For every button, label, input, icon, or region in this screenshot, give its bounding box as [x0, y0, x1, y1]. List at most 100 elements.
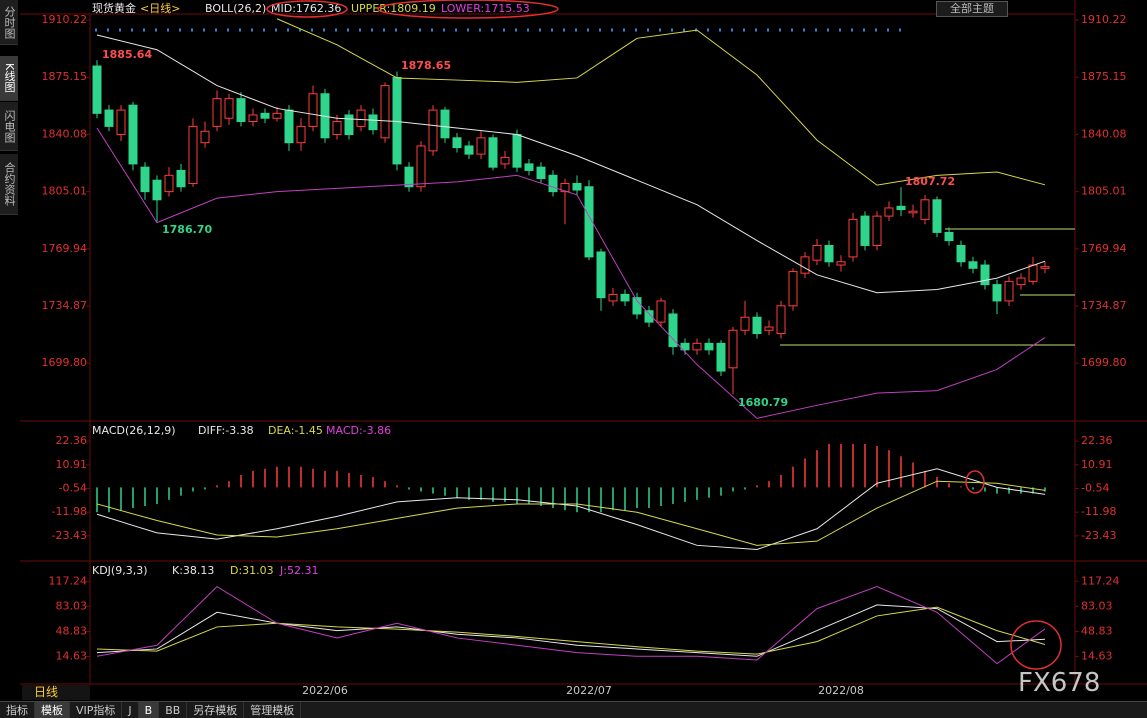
candle-body	[596, 251, 606, 299]
indicator-line	[96, 468, 1046, 550]
y-tick-label: -23.43	[1081, 529, 1116, 542]
legend-item: BOLL(26,2)	[205, 2, 266, 15]
candle-body	[128, 104, 138, 165]
y-tick-label: -0.54	[1081, 482, 1109, 495]
candle-body	[452, 137, 462, 149]
candle-body	[464, 145, 474, 155]
theme-button[interactable]: 全部主题	[936, 1, 1008, 17]
candle-body	[968, 261, 978, 269]
candle-body	[488, 137, 498, 168]
candle-body	[188, 125, 198, 184]
indicator-line	[96, 127, 1046, 419]
candle-body	[776, 305, 786, 335]
y-tick-label: 1699.80	[42, 356, 88, 369]
candle-body	[992, 284, 1002, 302]
footer-tab[interactable]: 管理模板	[244, 702, 302, 718]
instrument: 现货黄金	[92, 1, 136, 15]
candle-body	[752, 316, 762, 335]
candle-body	[224, 98, 234, 119]
y-tick-label: 1840.08	[42, 127, 88, 140]
candle-body	[656, 300, 666, 323]
candle-body	[536, 166, 546, 180]
candle-body	[620, 293, 630, 302]
candle-body	[152, 179, 162, 201]
candle-body	[308, 93, 318, 127]
footer-tab[interactable]: BB	[159, 702, 188, 718]
candle-body	[248, 114, 258, 122]
y-tick-label: 22.36	[1081, 434, 1113, 447]
legend-item: UPPER:1809.19	[351, 2, 436, 15]
price-annotation: 1786.70	[162, 223, 212, 236]
legend-item: DEA:-1.45	[268, 424, 323, 437]
y-tick-label: 1769.94	[1081, 242, 1127, 255]
period-label: 日线	[22, 685, 90, 700]
candle-body	[1016, 277, 1026, 286]
y-tick-label: 48.83	[56, 624, 88, 637]
sidebar-tab[interactable]: 分时图	[0, 0, 18, 45]
legend-item: MACD:-3.86	[326, 424, 391, 437]
footer-tab[interactable]: 模板	[35, 702, 70, 718]
candle-body	[92, 65, 102, 114]
y-tick-label: 1840.08	[1081, 127, 1127, 140]
candle-body	[896, 205, 906, 211]
legend-item: J:52.31	[279, 564, 318, 577]
candle-body	[728, 329, 738, 369]
candle-body	[356, 109, 366, 127]
candle-body	[1004, 280, 1014, 302]
candle-body	[956, 244, 966, 263]
candle-body	[380, 85, 390, 139]
candle-body	[824, 244, 834, 263]
candle-body	[416, 145, 426, 188]
y-tick-label: 14.63	[56, 650, 88, 663]
indicator-line	[96, 480, 1046, 546]
period: <日线>	[140, 1, 180, 15]
y-tick-label: 1699.80	[1081, 356, 1127, 369]
footer-tab[interactable]: 指标	[0, 702, 35, 718]
indicator-line	[96, 585, 1046, 665]
candle-body	[980, 264, 990, 286]
candle-body	[584, 186, 594, 258]
candle-body	[848, 218, 858, 258]
indicator-line	[96, 34, 1046, 294]
sidebar-tab[interactable]: K线图	[0, 56, 18, 101]
candle-body	[740, 316, 750, 331]
candle-body	[524, 163, 534, 171]
legend-item: LOWER:1715.53	[441, 2, 530, 15]
candle-body	[704, 342, 714, 351]
candle-body	[476, 137, 486, 155]
panel-plot	[92, 18, 1050, 419]
footer-tab[interactable]: VIP指标	[70, 702, 123, 718]
candle-body	[104, 109, 114, 127]
price-annotation: 1878.65	[401, 59, 451, 72]
footer-tab[interactable]: B	[138, 702, 160, 718]
y-tick-label: 117.24	[49, 574, 88, 587]
panel-plot	[96, 443, 1046, 550]
candle-body	[260, 112, 270, 119]
plot-layer: 现货黄金 <日线> BOLL(26,2) MID:1762.36 UPPER:1809.…	[42, 1, 1127, 697]
y-tick-label: 10.91	[56, 458, 88, 471]
chart: 现货黄金 <日线> BOLL(26,2) MID:1762.36 UPPER:1809.…	[20, 0, 1147, 697]
indicator-line	[96, 606, 1046, 655]
candle-body	[440, 109, 450, 139]
y-tick-label: 48.83	[1081, 624, 1113, 637]
footer-tabs: 指标 模板 VIP指标 J B BB 另存模板 管理模板	[0, 701, 1147, 718]
candle-body	[428, 109, 438, 152]
candle-body	[272, 112, 282, 119]
watermark: FX678	[1018, 668, 1101, 698]
legend-item: MID:1762.36	[271, 2, 341, 15]
user-markings	[266, 0, 1062, 670]
candle-body	[140, 166, 150, 193]
sidebar-tab[interactable]: 闪电图	[0, 102, 18, 151]
y-tick-label: -23.43	[52, 529, 87, 542]
legend-item: K:38.13	[172, 564, 214, 577]
x-tick-label: 2022/07	[566, 684, 612, 697]
candle-body	[1028, 264, 1038, 282]
candle-body	[332, 120, 342, 136]
candle-body	[884, 207, 894, 217]
legend-item: KDJ(9,3,3)	[92, 564, 148, 577]
sidebar-tab[interactable]: 合约资料	[0, 154, 18, 215]
candle-body	[212, 98, 222, 127]
drawn-levels	[780, 228, 1075, 346]
footer-tab[interactable]: J	[122, 702, 139, 718]
footer-tab[interactable]: 另存模板	[187, 702, 245, 718]
